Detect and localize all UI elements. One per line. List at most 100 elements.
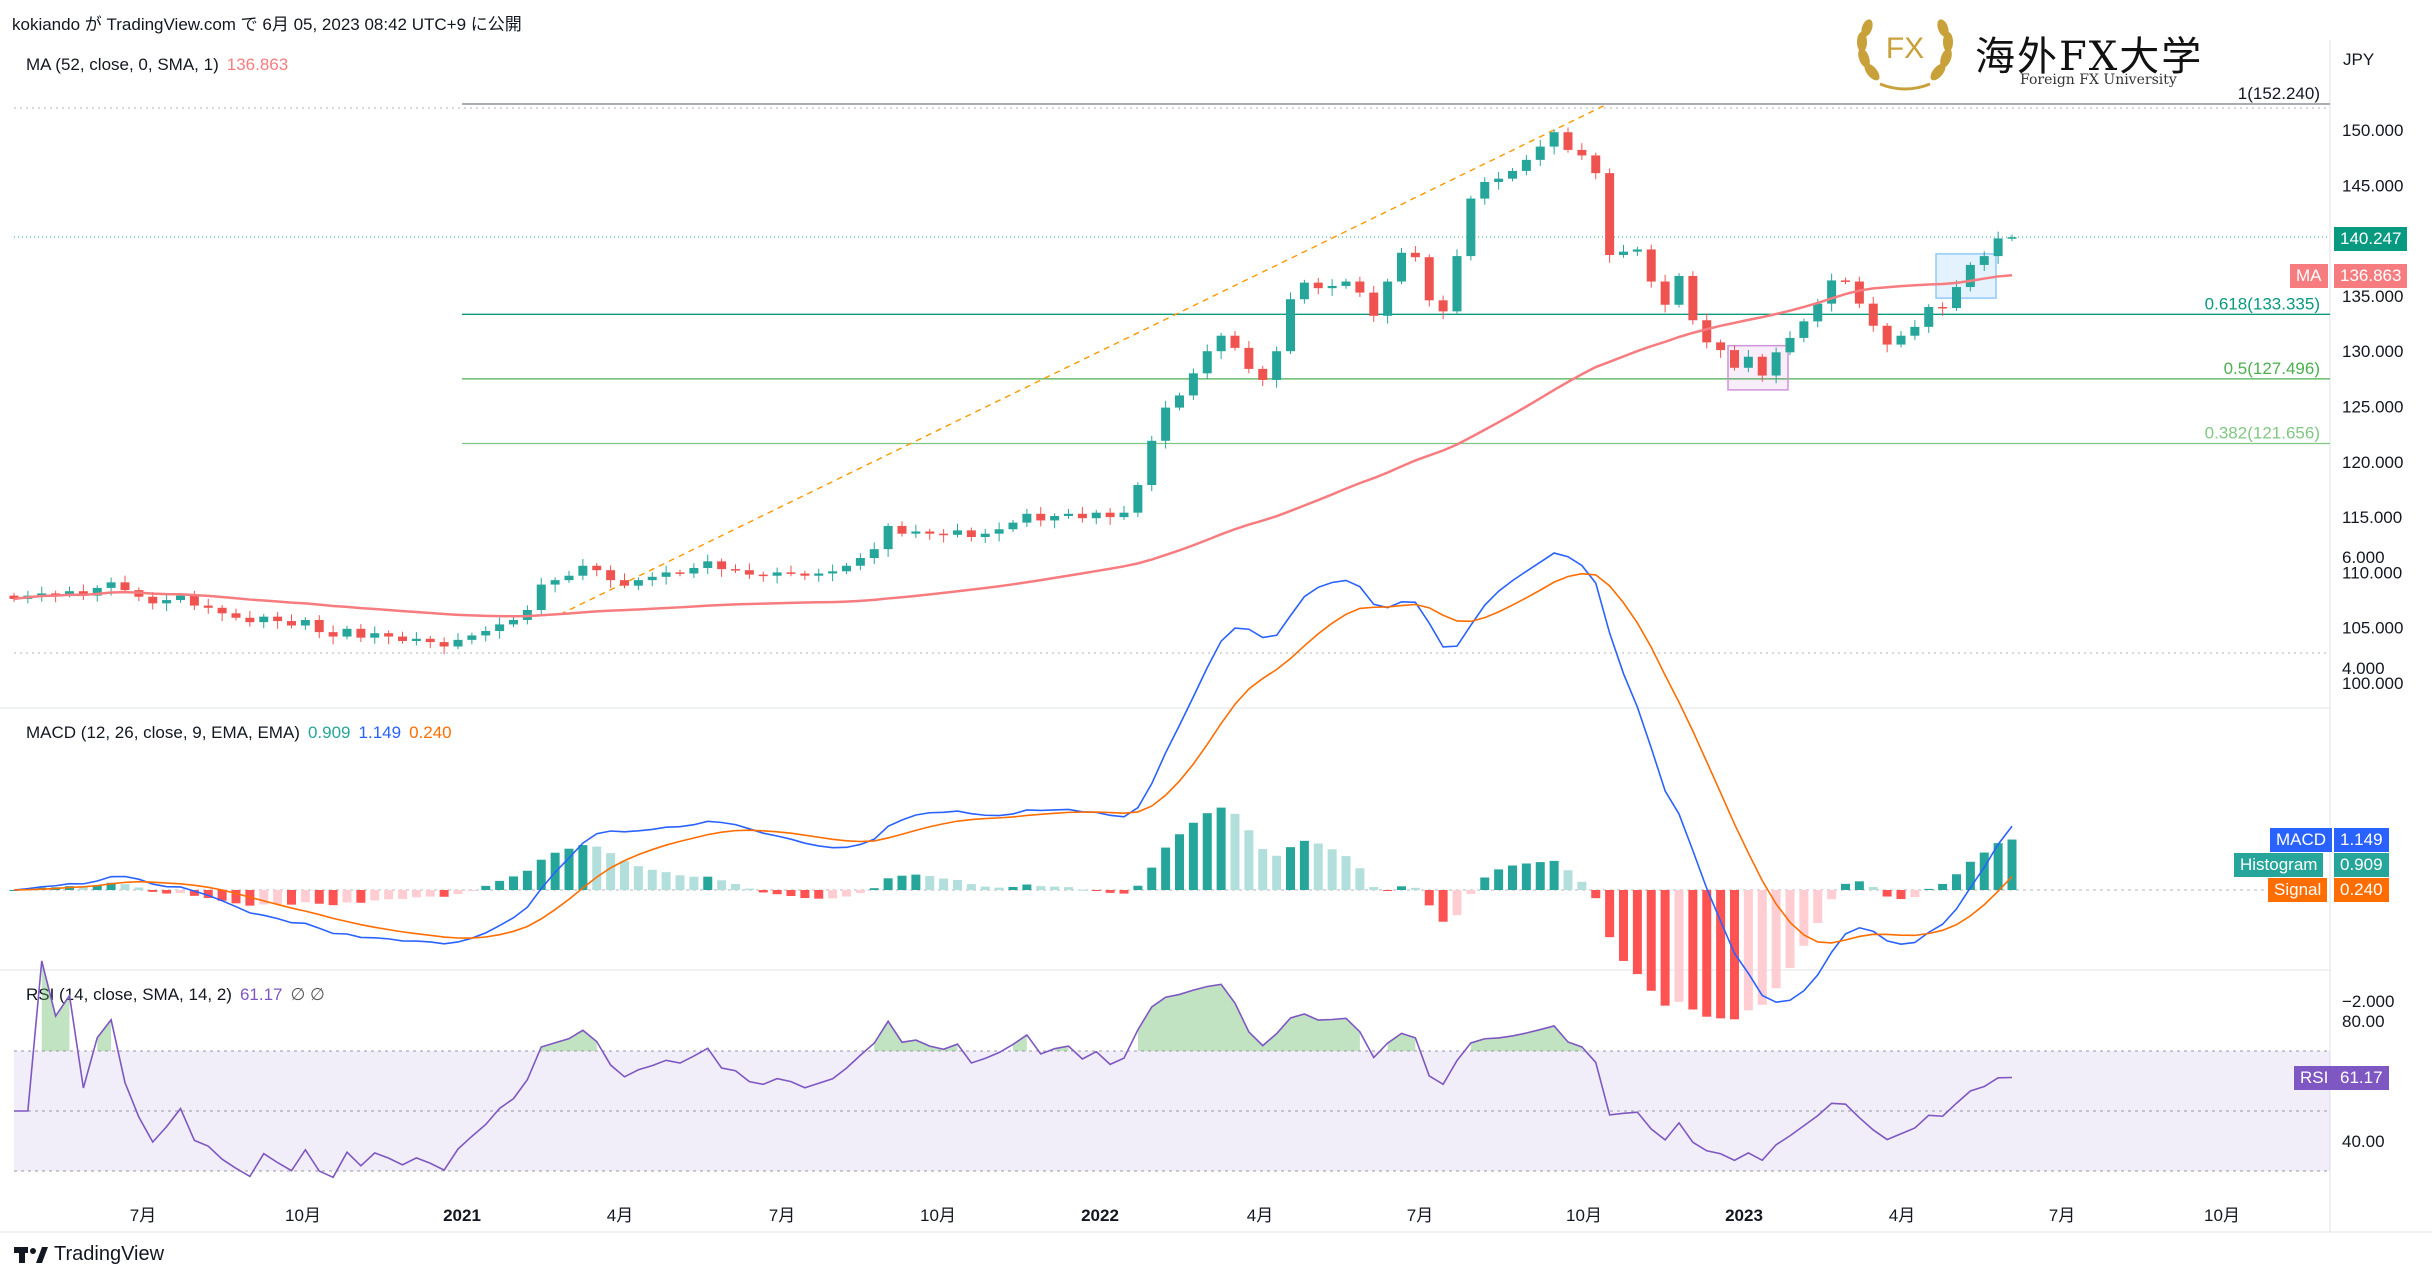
price-axis-tick: 135.000 <box>2342 287 2403 306</box>
candle-body <box>467 635 477 640</box>
candle-body <box>633 580 643 586</box>
candle-body <box>148 596 158 604</box>
macd-histogram-bar <box>1202 813 1212 890</box>
macd-histogram-bar <box>300 890 310 903</box>
rsi-overbought-fill <box>1013 1035 1027 1051</box>
ma-legend[interactable]: MA (52, close, 0, SMA, 1) 136.863 <box>26 55 288 75</box>
candle-body <box>1702 320 1712 343</box>
macd-histogram-bar <box>1632 890 1642 975</box>
macd-histogram-bar <box>1854 881 1864 890</box>
candle-body <box>1064 513 1073 516</box>
candle-body <box>536 584 546 611</box>
rsi-overbought-fill <box>97 1019 112 1051</box>
rsi-tag-value: 61.17 <box>2334 1066 2389 1090</box>
candle-body <box>509 619 518 625</box>
candle-body <box>703 561 713 568</box>
macd-histogram-bar <box>1841 883 1850 890</box>
macd-histogram-bar <box>411 890 421 898</box>
candle-body <box>1022 513 1032 523</box>
candle-body <box>855 558 865 566</box>
candle-body <box>425 638 435 643</box>
time-axis-tick: 10月 <box>2204 1206 2240 1225</box>
rsi-overbought-fill <box>1137 984 1360 1051</box>
signal-tag-label: Signal <box>2268 878 2328 902</box>
macd-histogram-bar <box>1591 890 1601 899</box>
candle-body <box>203 605 213 608</box>
candle-body <box>1230 335 1240 348</box>
candle-body <box>1854 281 1864 304</box>
macd-histogram-bar <box>481 885 491 890</box>
macd-histogram-bar <box>1410 887 1420 890</box>
candle-body <box>1632 249 1642 252</box>
currency-label: JPY <box>2343 50 2375 69</box>
candle-body <box>786 572 796 574</box>
candle-body <box>217 607 227 614</box>
candle-body <box>1466 198 1476 257</box>
candle-body <box>1244 347 1254 369</box>
time-axis-tick: 10月 <box>1566 1206 1602 1225</box>
macd-histogram-bar <box>495 880 505 890</box>
macd-histogram-bar <box>980 886 990 890</box>
macd-histogram-bar <box>814 890 824 899</box>
candle-body <box>411 638 421 641</box>
rsi-overbought-fill <box>1387 1033 1416 1051</box>
macd-histogram-bar <box>1979 852 1989 890</box>
macd-legend[interactable]: MACD (12, 26, close, 9, EMA, EMA) 0.909 1.… <box>26 723 452 743</box>
price-axis-tick: 105.000 <box>2342 619 2403 638</box>
time-axis-tick: 7月 <box>1407 1206 1433 1225</box>
candle-body <box>1272 351 1282 380</box>
macd-histogram-bar <box>9 890 19 891</box>
macd-histogram-bar <box>1064 887 1073 890</box>
macd-histogram-bar <box>176 890 185 894</box>
macd-histogram-bar <box>842 890 851 897</box>
brand-subtitle: Foreign FX University <box>2020 72 2177 88</box>
candle-body <box>1910 326 1920 336</box>
macd-histogram-bar <box>994 887 1004 890</box>
macd-histogram-bar <box>744 888 754 890</box>
candle-body <box>731 569 740 571</box>
macd-histogram-bar <box>606 853 616 890</box>
candle-body <box>1508 170 1517 179</box>
macd-histogram-bar <box>231 890 241 904</box>
candle-body <box>65 591 74 595</box>
rsi-line <box>14 960 2013 1179</box>
macd-histogram-bar <box>536 859 546 890</box>
ma-legend-label: MA (52, close, 0, SMA, 1) <box>26 55 219 74</box>
macd-histogram-bar <box>675 875 685 890</box>
candle-body <box>758 574 768 577</box>
candle-body <box>189 595 199 606</box>
rsi-overbought-fill <box>874 1021 958 1051</box>
macd-axis-tick: 4.000 <box>2342 659 2385 678</box>
candle-body <box>814 573 824 576</box>
rsi-legend[interactable]: RSI (14, close, SMA, 14, 2) 61.17 ∅ ∅ <box>26 985 325 1005</box>
macd-histogram-bar <box>1008 886 1018 890</box>
macd-histogram-bar <box>1716 890 1726 1019</box>
macd-histogram-bar <box>1480 877 1490 890</box>
candle-body <box>911 531 921 534</box>
candle-body <box>1535 146 1545 160</box>
macd-histogram-bar <box>925 876 935 890</box>
hist-tag-label: Histogram <box>2234 853 2324 877</box>
macd-histogram-bar <box>509 876 518 890</box>
brand-title: 海外FX大学 <box>1975 34 2204 80</box>
candle-body <box>1036 513 1046 521</box>
rsi-axis-tick: 80.00 <box>2342 1012 2385 1031</box>
macd-pane <box>9 552 2330 1020</box>
macd-histogram-bar <box>939 878 949 890</box>
macd-histogram-bar <box>328 890 338 906</box>
macd-histogram-bar <box>1535 862 1545 890</box>
macd-histogram-bar <box>162 890 172 894</box>
candle-body <box>92 587 102 596</box>
candle-body <box>1091 512 1101 519</box>
macd-histogram-bar <box>1466 890 1476 894</box>
tradingview-footer[interactable]: TradingView <box>14 1243 164 1266</box>
candle-body <box>550 580 560 585</box>
candle-body <box>994 529 1004 534</box>
candle-body <box>1868 303 1878 326</box>
price-axis-tick: 100.000 <box>2342 674 2403 693</box>
macd-axis-tick: 6.000 <box>2342 548 2385 567</box>
macd-histogram-bar <box>217 890 227 901</box>
candle-body <box>342 628 352 637</box>
